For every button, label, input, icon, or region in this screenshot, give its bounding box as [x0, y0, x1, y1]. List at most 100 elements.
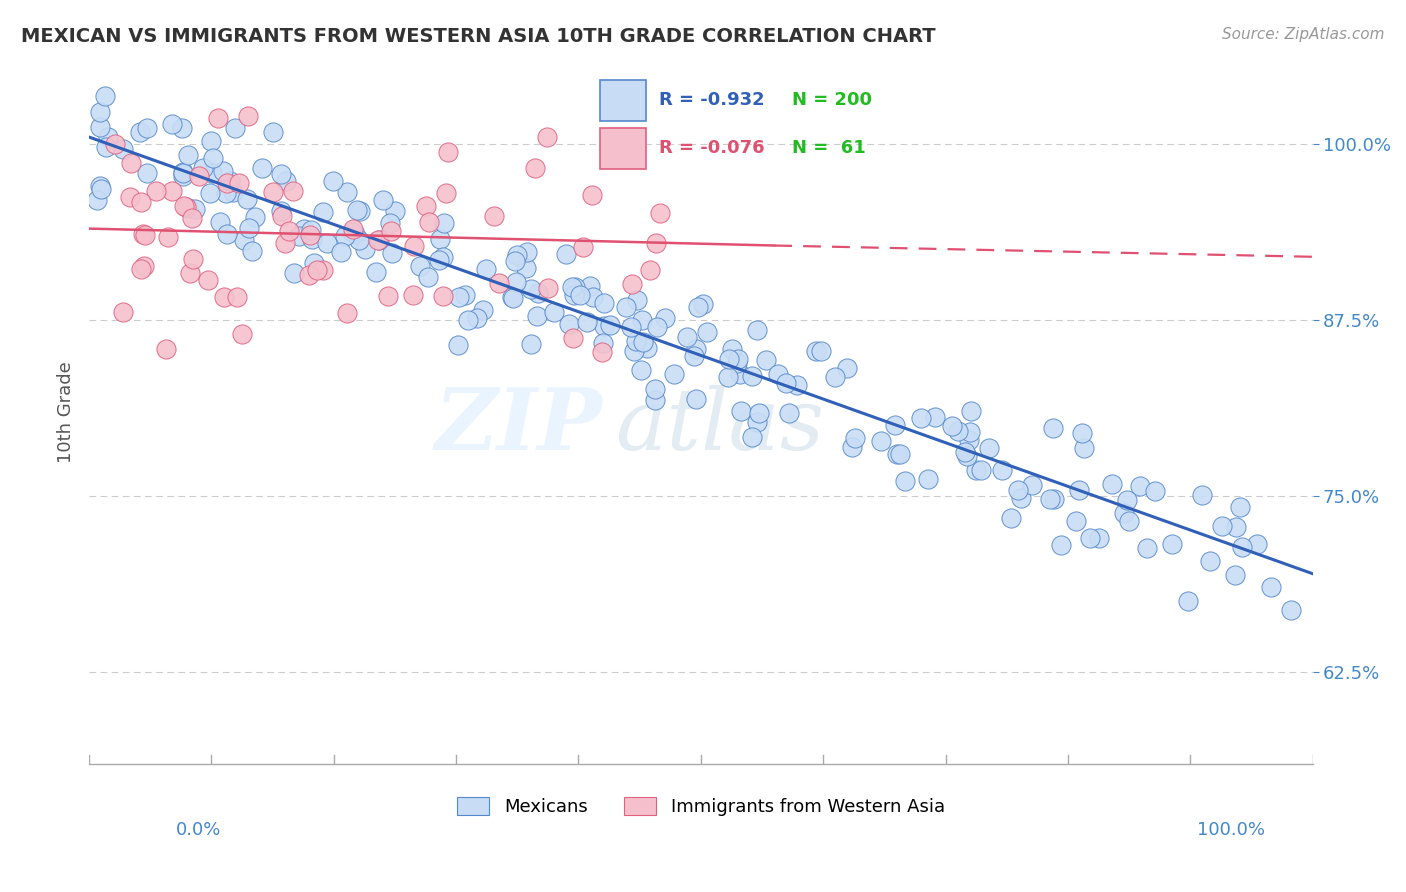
Point: [340, 225, 363, 239]
Point: [683, 349, 706, 363]
Point: [262, 125, 284, 139]
Point: [336, 306, 359, 320]
Point: [181, 252, 204, 267]
Point: [804, 344, 827, 359]
Point: [434, 186, 457, 200]
Point: [1199, 554, 1222, 568]
Point: [688, 300, 710, 314]
Point: [501, 290, 523, 304]
Point: [129, 262, 152, 277]
Point: [1115, 492, 1137, 507]
Point: [1078, 531, 1101, 545]
Point: [402, 239, 425, 253]
Point: [1129, 479, 1152, 493]
Point: [90, 182, 112, 196]
Text: 100.0%: 100.0%: [1198, 821, 1265, 838]
Point: [502, 291, 524, 305]
Point: [519, 337, 541, 351]
Point: [515, 261, 537, 276]
Point: [1177, 594, 1199, 608]
Point: [516, 245, 538, 260]
Point: [561, 280, 583, 294]
Point: [336, 186, 359, 200]
Point: [371, 193, 394, 207]
Point: [576, 315, 599, 329]
Point: [721, 342, 744, 356]
Point: [198, 186, 221, 201]
Point: [592, 318, 614, 333]
Point: [298, 268, 321, 283]
Point: [592, 335, 614, 350]
Point: [454, 287, 477, 301]
Point: [172, 169, 194, 183]
Point: [228, 176, 250, 190]
Point: [250, 161, 273, 176]
Point: [959, 425, 981, 440]
Point: [941, 418, 963, 433]
Point: [276, 174, 298, 188]
Point: [191, 161, 214, 175]
Point: [644, 392, 666, 407]
Point: [212, 163, 235, 178]
Point: [173, 199, 195, 213]
Point: [1161, 537, 1184, 551]
Point: [623, 343, 645, 358]
Point: [1007, 483, 1029, 497]
Point: [245, 210, 267, 224]
Point: [299, 223, 322, 237]
Point: [367, 233, 389, 247]
Point: [427, 253, 450, 268]
Point: [1246, 537, 1268, 551]
Point: [184, 202, 207, 217]
Point: [527, 285, 550, 300]
Point: [238, 221, 260, 235]
Point: [648, 205, 671, 219]
Point: [1279, 603, 1302, 617]
Point: [222, 186, 245, 200]
Point: [1191, 488, 1213, 502]
Point: [349, 233, 371, 247]
Point: [523, 161, 546, 175]
Point: [354, 242, 377, 256]
Point: [270, 167, 292, 181]
Point: [592, 295, 614, 310]
Point: [201, 166, 224, 180]
Point: [283, 266, 305, 280]
Point: [966, 462, 988, 476]
Point: [562, 288, 585, 302]
Point: [288, 229, 311, 244]
Point: [645, 236, 668, 251]
Point: [329, 244, 352, 259]
Point: [197, 273, 219, 287]
Point: [924, 410, 946, 425]
Point: [215, 186, 238, 201]
Point: [179, 266, 201, 280]
Point: [302, 256, 325, 270]
Point: [240, 244, 263, 259]
Point: [1225, 520, 1247, 534]
Point: [1050, 538, 1073, 552]
Point: [187, 169, 209, 183]
Point: [402, 287, 425, 301]
Point: [645, 320, 668, 334]
Point: [747, 323, 769, 337]
Point: [591, 345, 613, 359]
Point: [741, 430, 763, 444]
Point: [636, 341, 658, 355]
Point: [543, 305, 565, 319]
Point: [869, 434, 891, 448]
Point: [224, 121, 246, 136]
Point: [378, 216, 401, 230]
Point: [745, 415, 768, 429]
Point: [786, 378, 808, 392]
Point: [620, 319, 643, 334]
Point: [364, 265, 387, 279]
Point: [170, 120, 193, 135]
Point: [741, 369, 763, 384]
Point: [1144, 483, 1167, 498]
Point: [654, 311, 676, 326]
Point: [472, 302, 495, 317]
Point: [1101, 477, 1123, 491]
Point: [884, 417, 907, 432]
Point: [349, 204, 371, 219]
